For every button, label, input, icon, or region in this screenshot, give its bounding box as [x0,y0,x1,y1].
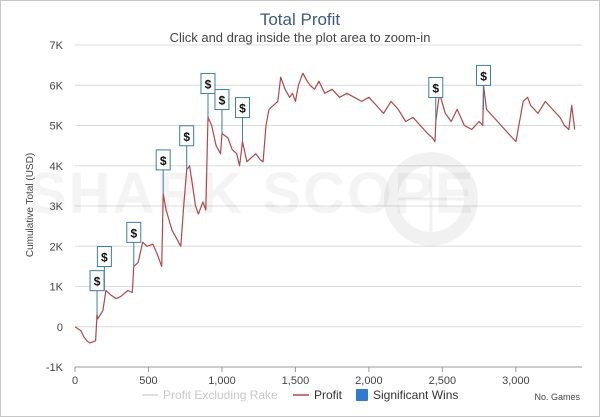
y-tick-label: 2K [50,241,64,253]
significant-win-flag: $ [428,76,444,122]
significant-win-flag: $ [200,72,216,118]
y-tick-label: 7K [50,40,64,52]
series-layer [74,72,576,344]
flag-box [126,221,142,243]
legend-label: Profit Excluding Rake [163,388,278,402]
y-axis-label: Cumulative Total (USD) [25,153,36,257]
y-tick-label: -1K [46,362,64,374]
chart-title: Total Profit [260,10,341,29]
y-tick-label: 4K [50,161,64,173]
significant-win-flag: $ [476,64,492,110]
flag-box [476,64,492,86]
legend-label: Profit [314,388,343,402]
y-tick-label: 0 [57,322,63,334]
flag-label: $ [480,69,487,83]
flag-label: $ [205,77,212,91]
watermark-scope-icon [384,152,478,246]
flag-box [96,246,112,268]
flag-label: $ [94,275,101,289]
flag-label: $ [239,102,246,116]
flag-box [200,72,216,94]
flag-box [155,149,171,171]
profit-series-line [74,72,576,344]
flag-label: $ [183,130,190,144]
x-tick-label: 1,000 [208,375,236,387]
significant-win-flag: $ [126,221,142,267]
y-tick-label: 3K [50,201,64,213]
flag-box [214,89,230,111]
y-tick-label: 5K [50,121,64,133]
x-tick-label: 500 [139,375,157,387]
y-tick-label: 1K [50,282,64,294]
legend-item: Significant Wins [356,388,458,402]
legend: Profit Excluding Rake Profit Significant W… [142,388,458,402]
x-tick-label: 2,000 [355,375,383,387]
flag-label: $ [101,251,108,265]
x-tick-label: 1,500 [282,375,310,387]
legend-swatch [356,389,368,401]
significant-win-flag: $ [96,246,112,291]
significant-win-flag: $ [179,125,195,170]
flag-box [235,97,251,119]
legend-label: Significant Wins [373,388,458,402]
flag-box [179,125,195,147]
flag-label: $ [130,226,137,240]
chart-subtitle: Click and drag inside the plot area to z… [170,30,431,45]
flag-label: $ [160,154,167,168]
significant-win-flag: $ [214,89,230,134]
flag-label: $ [219,94,226,108]
y-tick-label: 6K [50,80,64,92]
x-axis-label: No. Games [534,392,580,402]
legend-item: Profit [293,388,343,402]
legend-item: Profit Excluding Rake [142,388,278,402]
flag-box [428,76,444,98]
axes: -1K 0 1K 2K 3K 4K 5K 6K 7K 0 500 1,000 1,500 2,000 2,5… [46,40,582,387]
significant-wins-layer: $$$$$$$$$$ [89,64,492,315]
significant-win-flag: $ [89,270,105,315]
significant-win-flag: $ [155,149,171,194]
x-tick-label: 3,000 [502,375,530,387]
x-tick-label: 0 [72,375,78,387]
significant-win-flag: $ [235,97,251,142]
flag-label: $ [432,81,439,95]
x-tick-label: 2,500 [429,375,457,387]
watermark: SHARK SCOPE [28,161,475,226]
